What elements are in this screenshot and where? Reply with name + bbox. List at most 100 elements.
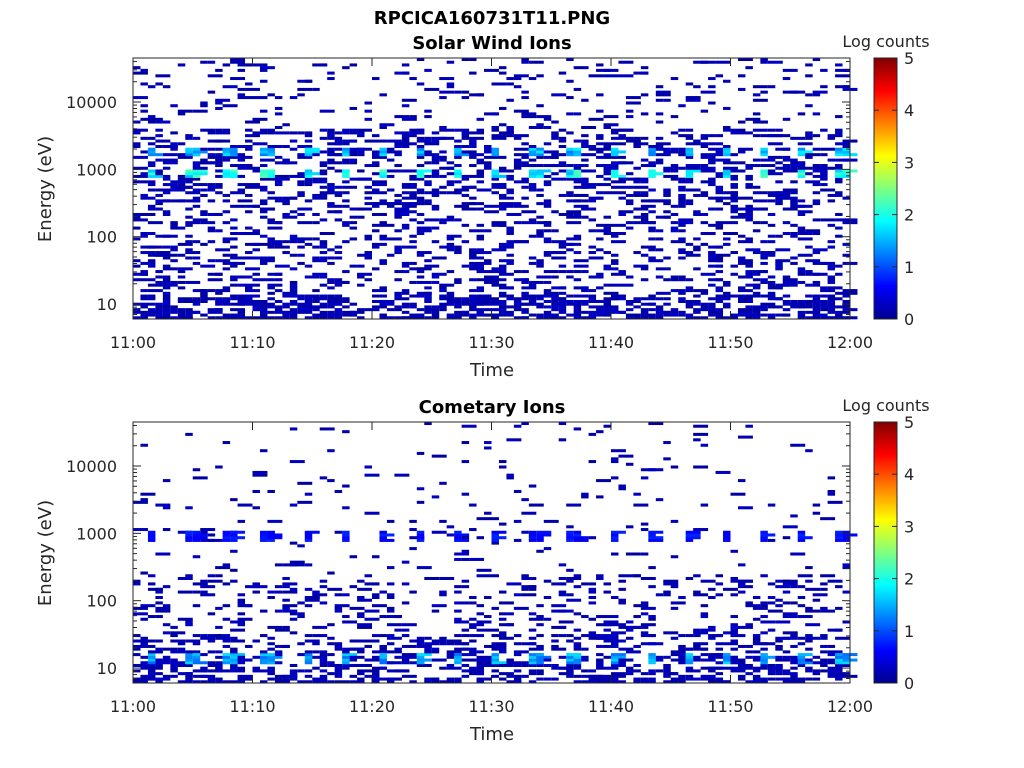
heatmap-cell [282, 215, 298, 219]
heatmap-cell [573, 270, 582, 274]
heatmap-cell [207, 533, 216, 537]
heatmap-cell [439, 90, 455, 94]
heatmap-cell [790, 261, 798, 265]
heatmap-cell [663, 199, 671, 203]
heatmap-cell [162, 256, 171, 260]
heatmap-cell [215, 248, 231, 252]
heatmap-cell [835, 74, 850, 78]
heatmap-cell [551, 663, 559, 667]
heatmap-cell [416, 196, 425, 200]
heatmap-cell [752, 134, 761, 138]
heatmap-cell [715, 142, 724, 146]
heatmap-cell [162, 177, 171, 181]
heatmap-cell [379, 174, 387, 178]
heatmap-cell [655, 85, 664, 89]
heatmap-cell [655, 248, 664, 252]
heatmap-cell [573, 166, 582, 170]
heatmap-cell [693, 528, 709, 532]
heatmap-cell [297, 308, 313, 312]
heatmap-cell [573, 538, 589, 542]
heatmap-cell [162, 212, 171, 216]
heatmap-cell [551, 634, 559, 638]
heatmap-cell [551, 136, 559, 140]
heatmap-cell [222, 297, 231, 301]
heatmap-cell [133, 653, 141, 657]
heatmap-cell [416, 164, 425, 168]
heatmap-cell [372, 155, 387, 159]
heatmap-cell [528, 77, 537, 81]
heatmap-cell [401, 185, 417, 189]
heatmap-cell [416, 131, 425, 135]
heatmap-cell [386, 582, 395, 586]
x-tick-label: 11:40 [588, 333, 634, 352]
heatmap-cell [185, 313, 193, 317]
heatmap-cell [177, 280, 186, 284]
heatmap-cell [282, 609, 298, 613]
heatmap-cell [648, 316, 656, 320]
heatmap-cell [827, 267, 836, 271]
heatmap-cell [200, 101, 208, 105]
heatmap-cell [581, 98, 589, 102]
heatmap-cell [611, 234, 619, 238]
heatmap-cell [469, 557, 485, 561]
heatmap-cell [678, 644, 686, 648]
heatmap-cell [379, 615, 387, 619]
heatmap-cell [282, 604, 298, 608]
heatmap-cell [611, 666, 619, 670]
heatmap-cell [357, 253, 372, 257]
heatmap-cell [670, 164, 679, 168]
heatmap-cell [192, 166, 208, 170]
heatmap-cell [230, 669, 246, 673]
heatmap-cell [349, 606, 365, 610]
heatmap-cell [663, 663, 671, 667]
heatmap-cell [185, 677, 193, 681]
heatmap-cell [655, 305, 664, 309]
heatmap-cell [416, 663, 432, 667]
heatmap-cell [528, 183, 537, 187]
heatmap-cell [737, 590, 746, 594]
heatmap-cell [543, 183, 552, 187]
heatmap-cell [282, 123, 290, 127]
heatmap-cell [469, 308, 485, 312]
heatmap-cell [401, 658, 410, 662]
heatmap-cell [715, 74, 724, 78]
heatmap-cell [401, 142, 410, 146]
heatmap-cell [745, 248, 761, 252]
heatmap-cell [386, 237, 402, 241]
heatmap-cell [469, 58, 477, 62]
heatmap-cell [596, 430, 604, 434]
heatmap-cell [192, 538, 201, 542]
heatmap-cell [237, 593, 246, 597]
heatmap-cell [767, 280, 776, 284]
heatmap-cell [334, 530, 343, 534]
heatmap-cell [192, 204, 201, 208]
heatmap-cell [640, 576, 656, 580]
heatmap-cell [625, 672, 634, 676]
heatmap-cell [207, 240, 216, 244]
heatmap-cell [633, 207, 649, 211]
heatmap-cell [648, 169, 656, 173]
heatmap-cell [708, 625, 716, 629]
heatmap-cell [461, 299, 470, 303]
heatmap-cell [439, 680, 455, 684]
heatmap-cell [573, 87, 582, 91]
heatmap-cell [603, 628, 611, 632]
heatmap-cell [730, 313, 746, 317]
heatmap-cell [513, 669, 522, 673]
heatmap-cell [401, 223, 410, 227]
heatmap-cell [282, 305, 290, 309]
heatmap-cell [476, 278, 492, 282]
heatmap-cell [670, 77, 679, 81]
heatmap-cell [267, 196, 283, 200]
heatmap-cell [215, 174, 223, 178]
heatmap-cell [767, 169, 776, 173]
heatmap-cell [342, 280, 350, 284]
heatmap-cell [267, 283, 283, 287]
heatmap-cell [543, 663, 552, 667]
heatmap-cell [805, 658, 813, 662]
heatmap-cell [349, 150, 358, 154]
colorbar-tick-label: 2 [904, 206, 914, 225]
heatmap-cell [386, 650, 395, 654]
heatmap-cell [289, 308, 298, 312]
heatmap-cell [230, 60, 246, 64]
